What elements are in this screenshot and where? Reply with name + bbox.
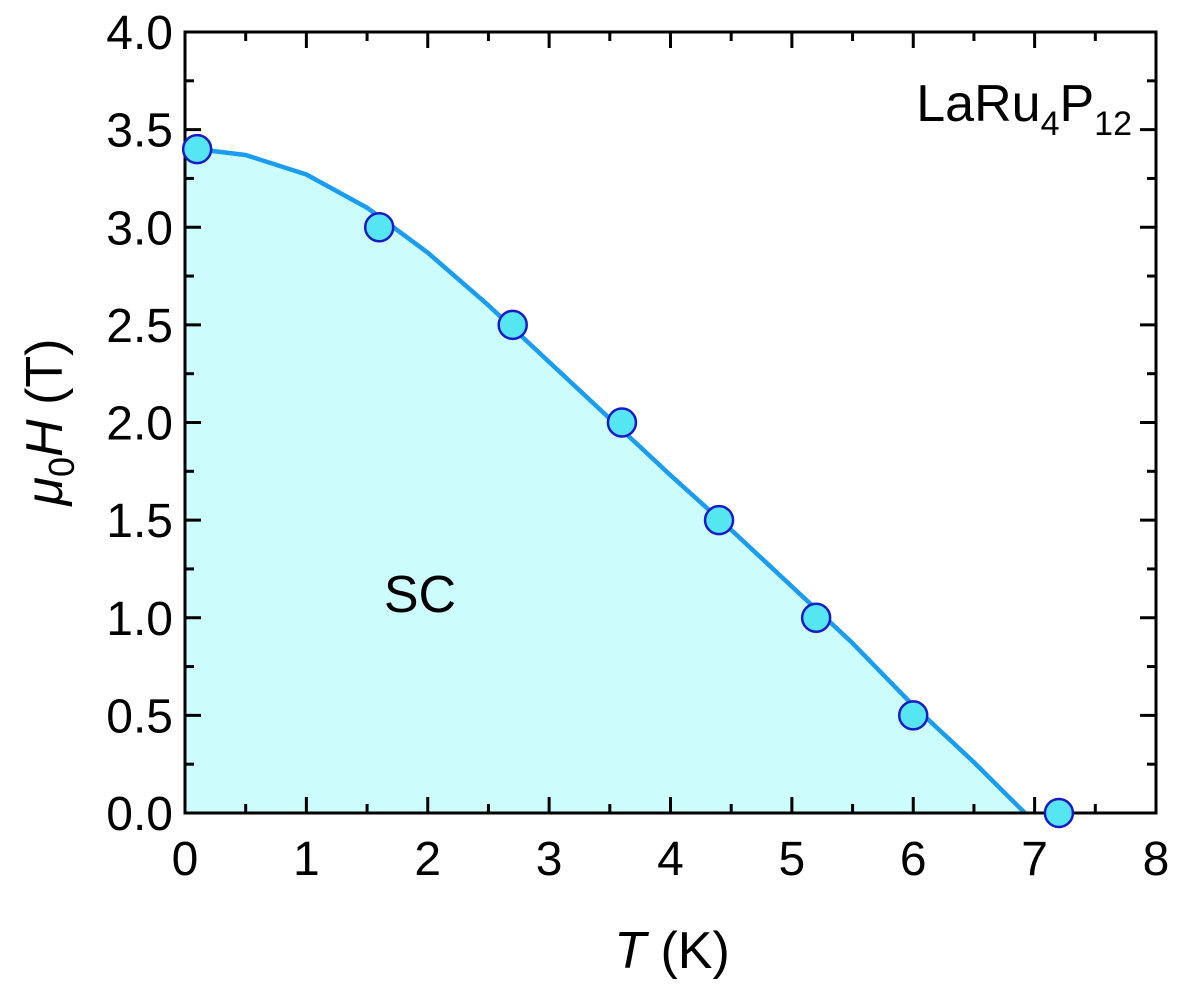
y-tick-label: 0.0	[106, 788, 173, 841]
x-tick-label: 1	[293, 833, 320, 886]
sc-region-fill	[185, 149, 1025, 813]
x-tick-label: 6	[900, 833, 927, 886]
sample-label: LaRu4P12	[916, 75, 1132, 143]
y-tick-label: 4.0	[106, 7, 173, 60]
y-tick-label: 2.5	[106, 300, 173, 353]
y-tick-label: 2.0	[106, 398, 173, 451]
data-point	[898, 700, 929, 731]
data-point	[363, 212, 395, 243]
y-axis-title: μ0H (T)	[16, 339, 82, 508]
x-tick-label: 8	[1143, 833, 1170, 886]
x-tick-label: 5	[779, 833, 806, 886]
region-label-sc: SC	[384, 566, 456, 624]
data-point	[800, 602, 832, 633]
data-point	[1043, 797, 1075, 829]
x-tick-label: 2	[414, 833, 441, 886]
x-tick-label: 3	[536, 833, 563, 886]
plot-area: 0 1 2 3 4 5 6 7 8 0.0 0.5 1.0 1.5 2.0 2.5 3.0 3.5 4.0	[106, 7, 1169, 886]
y-tick-label: 1.5	[106, 495, 173, 548]
y-tick-label: 0.5	[106, 690, 173, 743]
y-tick-label: 3.0	[106, 202, 173, 255]
data-point	[181, 133, 213, 165]
x-axis-title: T (K)	[614, 922, 730, 980]
x-tick-label: 7	[1021, 833, 1048, 886]
x-tick-label: 4	[657, 833, 684, 886]
data-point	[497, 309, 528, 341]
y-tick-label: 1.0	[106, 593, 173, 646]
data-point	[703, 504, 735, 536]
y-tick-label: 3.5	[106, 105, 173, 158]
x-tick-label: 0	[172, 833, 199, 886]
data-point	[606, 407, 638, 438]
